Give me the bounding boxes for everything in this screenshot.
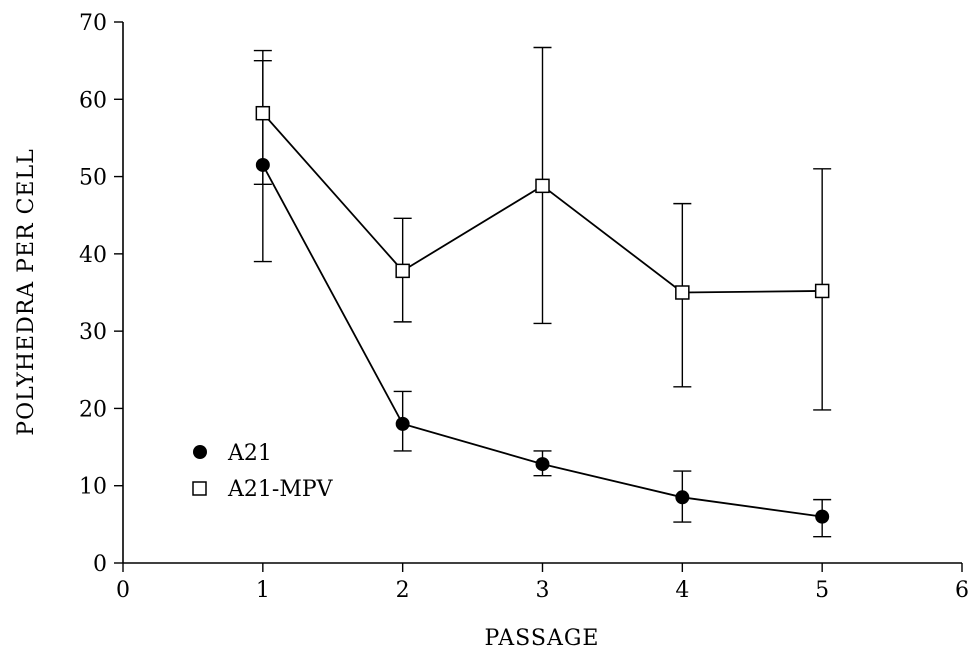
data-point (814, 283, 830, 299)
x-tick-label: 2 (396, 578, 410, 603)
x-tick-label: 4 (675, 578, 689, 603)
data-point (395, 416, 410, 431)
series-layer (253, 46, 832, 538)
x-tick-label: 3 (536, 578, 550, 603)
y-tick-label: 60 (79, 88, 107, 113)
y-tick-label: 50 (79, 166, 107, 191)
x-tick-label: 0 (116, 578, 130, 603)
legend-marker-a21-mpv (192, 481, 207, 496)
x-axis-title: PASSAGE (485, 626, 600, 651)
data-point (395, 263, 410, 279)
y-tick-label: 10 (79, 475, 107, 500)
y-tick-label: 30 (79, 320, 107, 345)
data-point (535, 178, 550, 194)
y-tick-label: 70 (79, 11, 107, 36)
data-point (255, 105, 271, 121)
y-tick-label: 0 (93, 552, 107, 577)
y-axis-title: POLYHEDRA PER CELL (14, 148, 39, 435)
legend-label-a21-mpv: A21-MPV (227, 477, 334, 502)
series-a21-mpv (253, 46, 832, 411)
x-tick-label: 6 (955, 578, 969, 603)
legend: A21 A21-MPV (192, 441, 334, 502)
y-tick-label: 40 (79, 243, 107, 268)
legend-marker-a21 (193, 445, 207, 459)
data-point (535, 457, 550, 472)
data-point (675, 285, 690, 300)
data-point (815, 509, 830, 524)
x-tick-label: 1 (256, 578, 270, 603)
data-point (675, 490, 690, 505)
y-tick-label: 20 (79, 397, 107, 422)
ticks (114, 21, 963, 572)
x-tick-label: 5 (815, 578, 829, 603)
legend-label-a21: A21 (227, 441, 272, 466)
